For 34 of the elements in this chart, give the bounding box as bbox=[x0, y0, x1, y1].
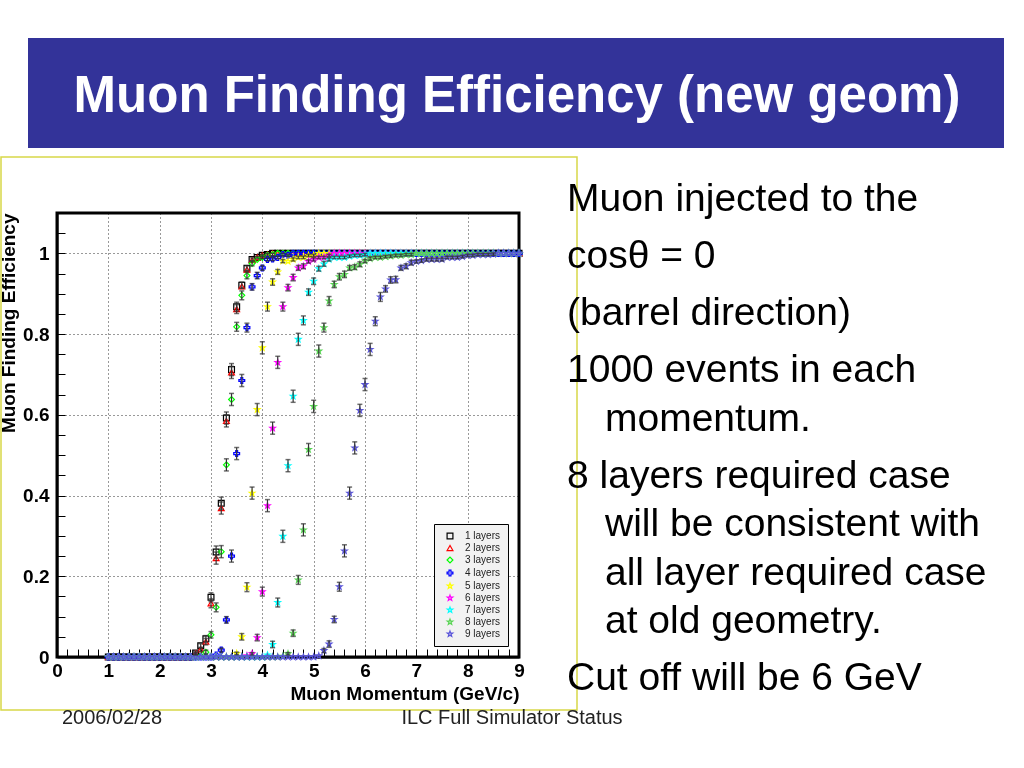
x-tick-label: 8 bbox=[462, 659, 474, 681]
x-tick-label: 7 bbox=[411, 659, 423, 681]
x-tick-label: 9 bbox=[514, 659, 525, 681]
text: 1000 events in each momentum. bbox=[567, 347, 917, 439]
text: Muon injected to the bbox=[567, 176, 919, 219]
y-tick-label: 0.8 bbox=[23, 323, 50, 345]
x-tick-label: 5 bbox=[308, 659, 320, 681]
legend-label: 5 layers bbox=[465, 580, 501, 591]
legend-label: 7 layers bbox=[465, 604, 501, 615]
text: 8 layers required case will be consistent with all layer required case at old geometry. bbox=[567, 452, 987, 641]
text: 2006/02/28 bbox=[62, 706, 163, 728]
text: Cut off will be 6 GeV bbox=[567, 655, 922, 698]
x-axis-title: Muon Momentum (GeV/c) bbox=[290, 682, 520, 704]
legend-label: 4 layers bbox=[465, 567, 501, 578]
legend-label: 1 layers bbox=[465, 530, 501, 541]
x-tick-label: 3 bbox=[206, 659, 217, 681]
text: (barrel direction) bbox=[567, 290, 851, 333]
legend-label: 8 layers bbox=[465, 616, 501, 627]
x-tick-label: 6 bbox=[360, 659, 371, 681]
chart-title: Muon Finding Efficiency (new geom) bbox=[73, 66, 961, 123]
x-tick-label: 2 bbox=[154, 659, 166, 681]
x-tick-label: 1 bbox=[103, 659, 115, 681]
legend-label: 3 layers bbox=[465, 554, 501, 565]
text: ILC Full Simulator Status bbox=[401, 706, 623, 728]
legend-label: 6 layers bbox=[465, 592, 501, 603]
y-tick-label: 0.4 bbox=[23, 485, 50, 507]
legend-label: 9 layers bbox=[465, 628, 501, 639]
y-tick-label: 1 bbox=[38, 242, 50, 264]
legend-label: 2 layers bbox=[465, 542, 501, 553]
y-tick-label: 0.6 bbox=[23, 404, 50, 426]
y-tick-label: 0.2 bbox=[23, 565, 50, 587]
x-tick-label: 4 bbox=[257, 659, 269, 681]
y-axis-title: Muon Finding Efficiency bbox=[0, 213, 20, 434]
text: cosθ = 0 bbox=[567, 233, 716, 276]
